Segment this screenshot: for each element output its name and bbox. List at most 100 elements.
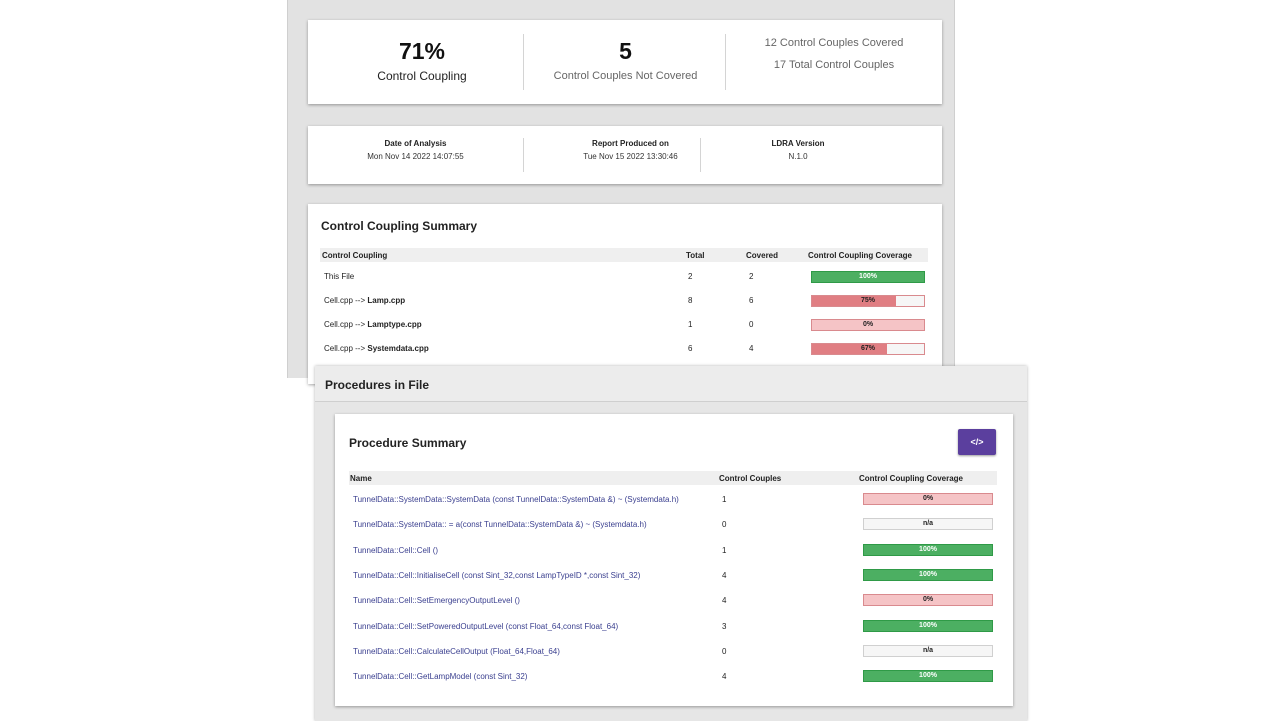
procedure-table-row: TunnelData::Cell::SetPoweredOutputLevel … [349, 619, 997, 634]
meta-divider [700, 138, 701, 172]
cc-row-name: Cell.cpp --> Lamptype.cpp [324, 320, 422, 329]
col-name: Name [350, 474, 372, 483]
stat-divider [523, 34, 524, 90]
coverage-bar-label: n/a [922, 520, 934, 528]
covered-totals-stat: 12 Control Couples Covered 17 Total Cont… [726, 20, 942, 104]
cc-table-row: Cell.cpp --> Systemdata.cpp 6 4 67% [320, 342, 928, 356]
report-date-value: Tue Nov 15 2022 13:30:46 [583, 152, 678, 161]
cc-row-target[interactable]: Systemdata.cpp [367, 344, 429, 353]
coverage-bar-label: 100% [919, 545, 937, 553]
coverage-bar: 67% [811, 343, 925, 355]
cc-row-name: Cell.cpp --> Systemdata.cpp [324, 344, 429, 353]
coverage-bar-fill [812, 344, 888, 354]
procedures-panel-title: Procedures in File [325, 378, 430, 392]
coverage-bar: 0% [863, 594, 993, 607]
coverage-bar: 100% [863, 543, 993, 556]
coverage-bar-fill [812, 272, 924, 282]
coverage-bar-label: 0% [922, 596, 934, 604]
coverage-bar-label: 67% [860, 345, 875, 352]
cc-table-row: This File 2 2 100% [320, 270, 928, 284]
procedure-table-row: TunnelData::SystemData:: = a(const Tunne… [349, 518, 997, 532]
procedure-name-link[interactable]: TunnelData::Cell::SetPoweredOutputLevel … [353, 621, 619, 631]
cc-row-total: 2 [688, 272, 693, 281]
coverage-bar: 75% [811, 295, 925, 307]
coverage-stats-card: 71% Control Coupling 5 Control Couples N… [308, 20, 942, 104]
not-covered-count: 5 [619, 38, 632, 64]
cc-row-prefix: Cell.cpp --> [324, 320, 368, 329]
cc-table-row: Cell.cpp --> Lamptype.cpp 1 0 0% [320, 318, 928, 332]
procedure-table-row: TunnelData::SystemData::SystemData (cons… [349, 493, 997, 507]
covered-count-text: 12 Control Couples Covered [764, 37, 904, 49]
cc-row-prefix: Cell.cpp --> [324, 344, 368, 353]
col-control-couples: Control Couples [719, 474, 782, 483]
coverage-percent-label: Control Coupling [377, 69, 467, 83]
ldra-version-value: N.1.0 [788, 152, 808, 161]
analysis-date-label: Date of Analysis [384, 139, 447, 148]
col-total: Total [686, 251, 705, 260]
cc-row-name: This File [324, 272, 354, 281]
procedure-summary-card: Procedure Summary </> Name Control Coupl… [335, 414, 1013, 706]
procedure-name-link[interactable]: TunnelData::Cell::SetEmergencyOutputLeve… [353, 596, 520, 606]
report-date-label: Report Produced on [592, 139, 669, 148]
procedure-table-row: TunnelData::Cell::Cell () 1 100% [349, 543, 997, 558]
coverage-bar-fill [864, 620, 992, 631]
col-coverage: Control Coupling Coverage [808, 251, 912, 260]
procedure-name-link[interactable]: TunnelData::Cell::GetLampModel (const Si… [353, 672, 528, 682]
cc-row-prefix: This File [324, 272, 355, 281]
coverage-bar: n/a [863, 644, 993, 657]
procedure-name-link[interactable]: TunnelData::Cell::Cell () [353, 545, 439, 555]
coverage-bar-fill [864, 544, 992, 555]
coverage-bar: 0% [863, 493, 993, 505]
ldra-version-label: LDRA Version [771, 139, 825, 148]
coverage-bar-label: 100% [919, 570, 937, 578]
cc-row-target[interactable]: Lamp.cpp [367, 296, 406, 305]
coverage-bar-label: 0% [922, 495, 934, 502]
cc-row-name: Cell.cpp --> Lamp.cpp [324, 296, 405, 305]
procedure-summary-title: Procedure Summary [349, 436, 467, 450]
coverage-bar-fill [864, 595, 992, 606]
procedure-name-link[interactable]: TunnelData::Cell::InitialiseCell (const … [353, 570, 641, 580]
coverage-bar-fill [864, 494, 992, 504]
cc-summary-title: Control Coupling Summary [321, 219, 477, 233]
not-covered-label: Control Couples Not Covered [553, 70, 698, 82]
cc-table-row: Cell.cpp --> Lamp.cpp 8 6 75% [320, 294, 928, 308]
cc-row-covered: 0 [749, 320, 754, 329]
stat-divider [725, 34, 726, 90]
procedure-couples-count: 4 [722, 570, 727, 580]
procedure-name-link[interactable]: TunnelData::SystemData:: = a(const Tunne… [353, 520, 647, 530]
coverage-bar: 100% [863, 568, 993, 581]
coverage-bar: 100% [863, 670, 993, 683]
cc-row-target[interactable]: Lamptype.cpp [367, 320, 422, 329]
procedure-name-link[interactable]: TunnelData::SystemData::SystemData (cons… [353, 495, 679, 504]
cc-table-header: Control Coupling Total Covered Control C… [320, 248, 928, 262]
coverage-percent-stat: 71% Control Coupling [308, 20, 536, 104]
control-coupling-report-panel: 71% Control Coupling 5 Control Couples N… [287, 0, 955, 384]
coverage-bar: 100% [811, 271, 925, 283]
procedure-couples-count: 3 [722, 621, 727, 631]
col-control-coupling: Control Coupling [322, 251, 388, 260]
col-procedure-coverage: Control Coupling Coverage [859, 474, 963, 483]
cc-row-total: 6 [688, 344, 693, 353]
view-code-button[interactable]: </> [958, 429, 996, 455]
col-covered: Covered [746, 251, 779, 260]
analysis-date: Date of Analysis Mon Nov 14 2022 14:07:5… [308, 139, 523, 161]
coverage-bar: n/a [863, 518, 993, 531]
coverage-bar-label: 75% [860, 297, 875, 304]
coverage-bar-label: 0% [862, 321, 874, 328]
total-count-text: 17 Total Control Couples [773, 59, 895, 71]
procedure-couples-count: 4 [722, 672, 727, 682]
procedure-couples-count: 1 [722, 495, 727, 504]
ldra-version: LDRA Version N.1.0 [698, 139, 898, 161]
meta-divider [523, 138, 524, 172]
report-date: Report Produced on Tue Nov 15 2022 13:30… [523, 139, 738, 161]
procedure-table-row: TunnelData::Cell::GetLampModel (const Si… [349, 670, 997, 684]
procedure-table-header: Name Control Couples Control Coupling Co… [349, 471, 997, 485]
coverage-bar-fill [864, 671, 992, 682]
cc-row-covered: 4 [749, 344, 754, 353]
cc-row-total: 8 [688, 296, 693, 305]
coverage-bar: 100% [863, 619, 993, 632]
procedure-name-link[interactable]: TunnelData::Cell::CalculateCellOutput (F… [353, 646, 560, 656]
control-coupling-summary-card: Control Coupling Summary Control Couplin… [308, 204, 942, 384]
procedure-couples-count: 0 [722, 646, 727, 656]
coverage-bar: 0% [811, 319, 925, 331]
